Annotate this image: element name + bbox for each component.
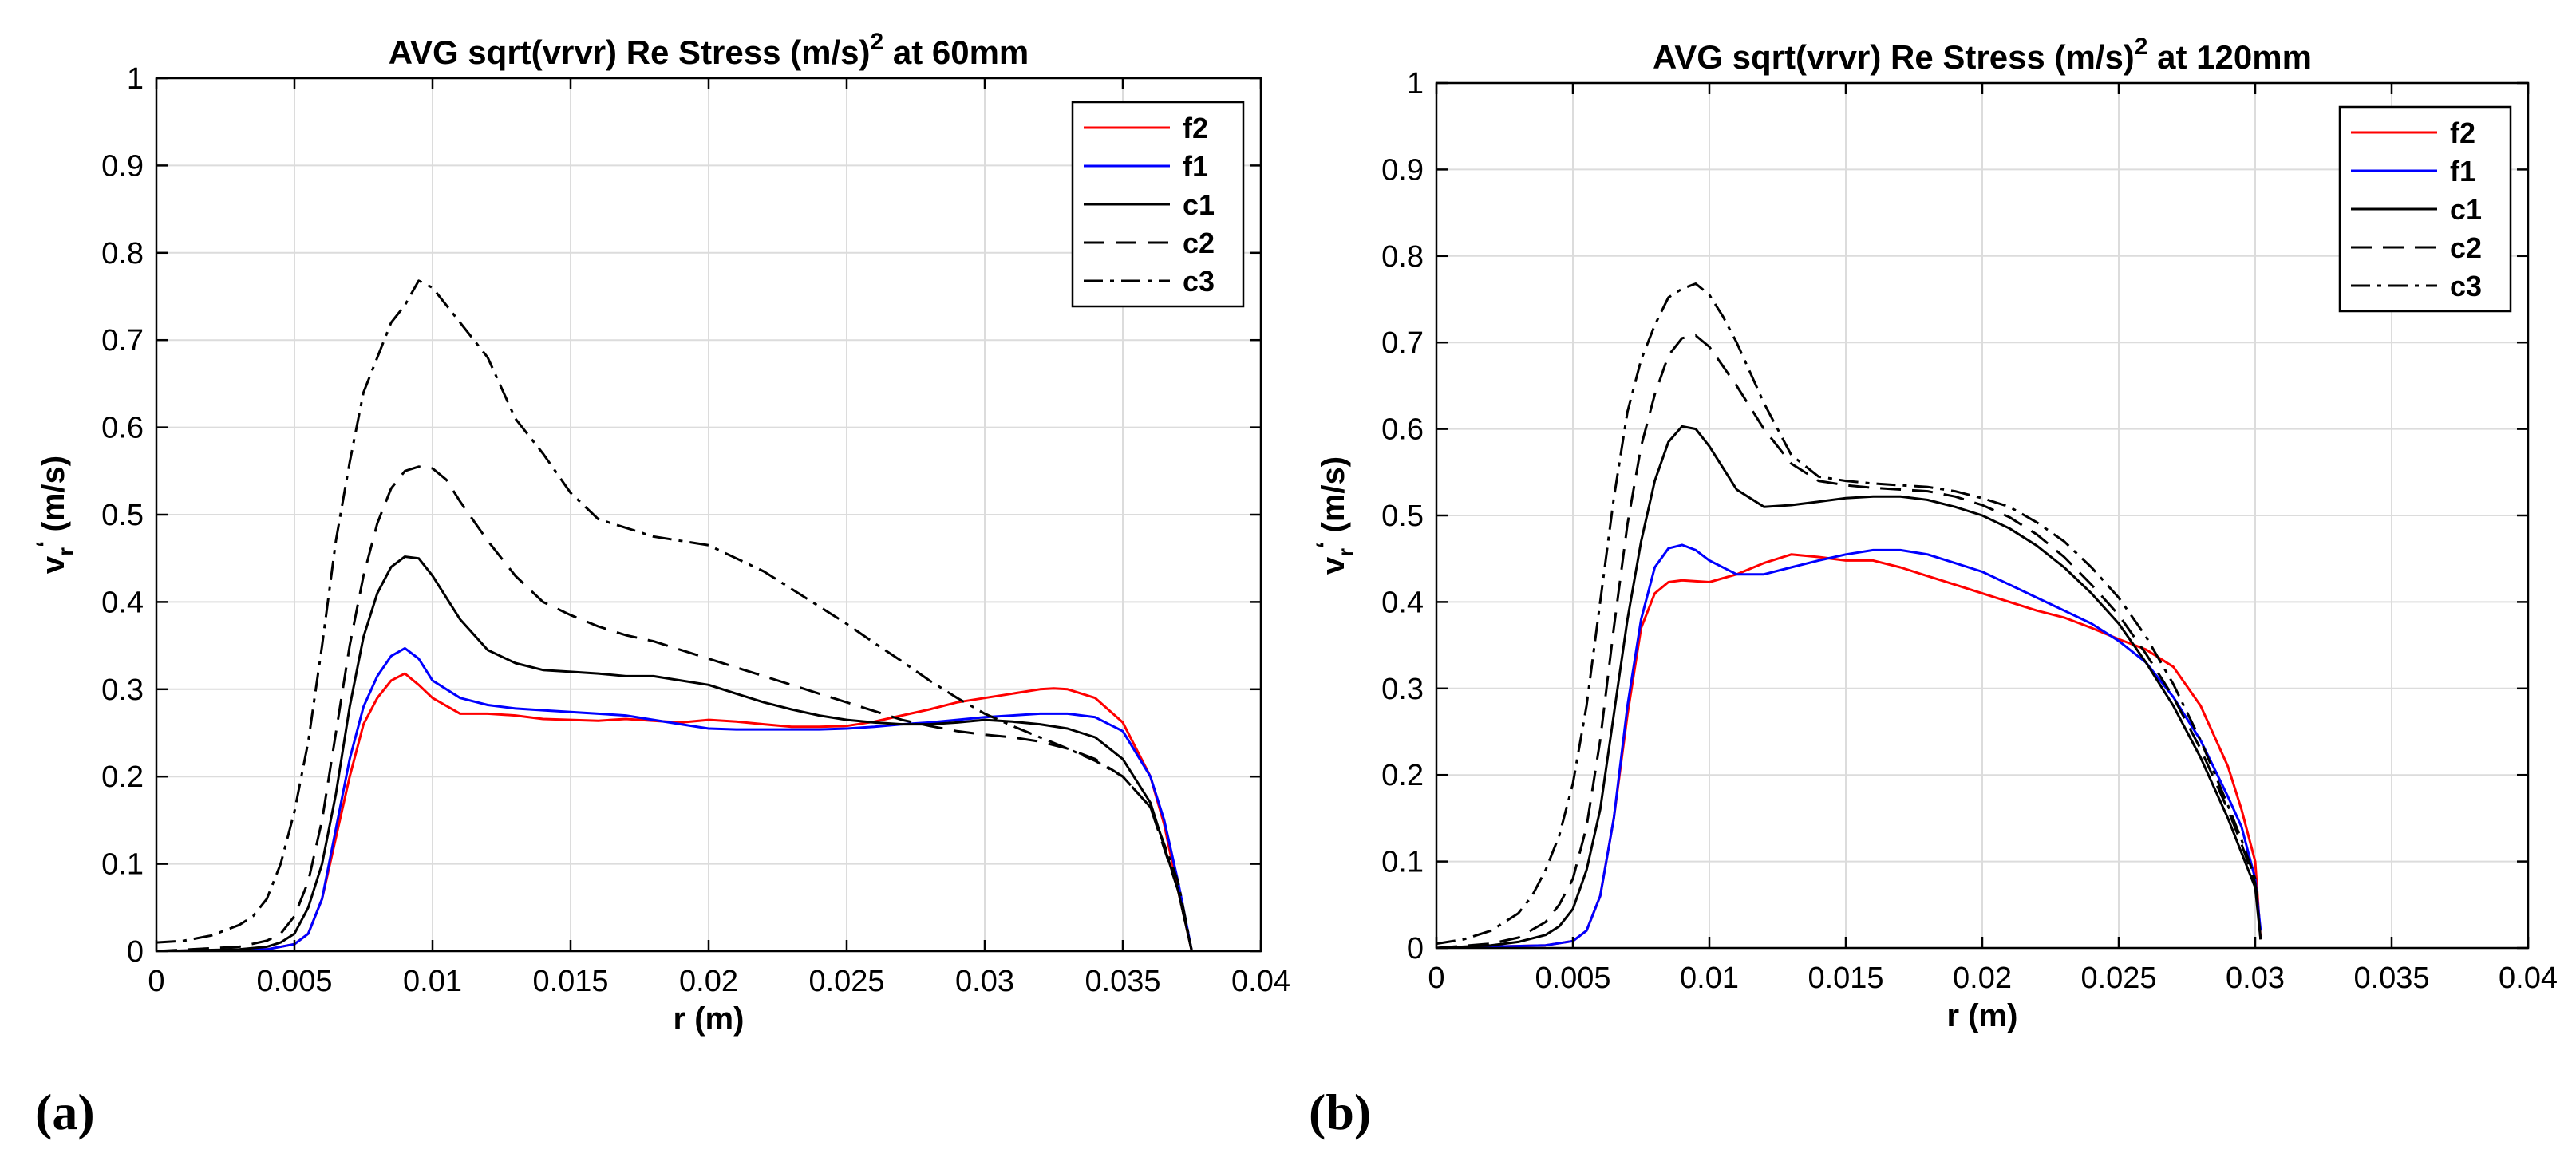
y-tick-label: 0.4 [101, 586, 144, 619]
y-tick-label: 0.9 [1381, 153, 1424, 187]
legend-label-c3: c3 [2450, 270, 2482, 302]
x-tick-label: 0.04 [2499, 962, 2558, 995]
series-group [1436, 282, 2262, 948]
legend-label-c2: c2 [1183, 227, 1215, 259]
legend-label-c2: c2 [2450, 231, 2482, 264]
series-line-f2 [156, 672, 1193, 951]
legend-label-f2: f2 [2450, 116, 2475, 149]
y-axis-label-units: (m/s) [36, 456, 71, 541]
chart-panel-a: 0 0.005 0.01 0.015 0.02 0.025 0.03 0.035 0.04 0 0.… [32, 29, 1290, 1037]
y-tick-label: 0.9 [101, 149, 144, 183]
chart-title-main: AVG sqrt(vrvr) Re Stress (m/s) [1653, 38, 2135, 76]
legend-label-c3: c3 [1183, 265, 1215, 298]
y-tick-label: 0 [127, 935, 144, 969]
x-tick-label: 0.035 [2353, 962, 2429, 995]
x-tick-label: 0.005 [1535, 962, 1610, 995]
x-tick-label: 0.01 [403, 965, 462, 998]
y-tick-label: 1 [1407, 67, 1424, 101]
legend-label-f1: f1 [1183, 150, 1208, 183]
y-axis-label-prime: ‘ [1312, 542, 1338, 548]
y-axis-label-prime: ‘ [32, 541, 58, 547]
chart-title-superscript: 2 [870, 29, 883, 55]
x-tick-label: 0.035 [1085, 965, 1160, 998]
series-line-f1 [156, 646, 1193, 951]
y-tick-label: 1 [127, 62, 144, 96]
y-tick-label: 0.7 [101, 324, 144, 357]
series-group [156, 279, 1193, 951]
x-tick-label: 0.025 [2080, 962, 2156, 995]
y-tick-label: 0.6 [101, 412, 144, 445]
legend-label-c1: c1 [1183, 188, 1215, 221]
chart-title-suffix: at 60mm [883, 34, 1029, 71]
series-line-c2 [156, 465, 1193, 951]
y-tick-label: 0.1 [1381, 846, 1424, 879]
x-tick-label: 0 [1428, 962, 1444, 995]
y-tick-label: 0.8 [1381, 240, 1424, 274]
y-tick-label: 0.7 [1381, 326, 1424, 360]
y-tick-label: 0.3 [1381, 673, 1424, 706]
y-tick-label: 0.5 [101, 499, 144, 532]
y-tick-label: 0.2 [101, 760, 144, 794]
x-tick-label: 0.025 [808, 965, 884, 998]
panel-label: (b) [1309, 1084, 1371, 1140]
y-tick-label: 0.3 [101, 673, 144, 707]
x-tick-label: 0.02 [679, 965, 738, 998]
y-axis-label-subscript: r [1333, 548, 1358, 557]
y-axis-label-subscript: r [53, 547, 78, 556]
y-tick-label: 0.5 [1381, 500, 1424, 533]
series-line-f1 [1436, 543, 2262, 948]
chart-title-superscript: 2 [2135, 34, 2148, 60]
x-axis-label: r (m) [1947, 998, 2018, 1033]
y-tick-label: 0 [1407, 932, 1424, 966]
x-tick-label: 0.005 [256, 965, 332, 998]
y-axis-label: vr‘ (m/s) [32, 456, 78, 574]
chart-panel-b: 0 0.005 0.01 0.015 0.02 0.025 0.03 0.035 0.04 0 0.… [1312, 34, 2558, 1033]
x-tick-label: 0.03 [955, 965, 1014, 998]
x-tick-label: 0.04 [1231, 965, 1290, 998]
y-tick-label: 0.4 [1381, 586, 1424, 619]
y-tick-label: 0.8 [101, 237, 144, 271]
y-axis-label-units: (m/s) [1316, 456, 1351, 542]
legend-label-f1: f1 [2450, 155, 2475, 188]
x-tick-label: 0.015 [1808, 962, 1883, 995]
y-tick-label: 0.6 [1381, 413, 1424, 447]
legend: f2 f1 c1 c2 c3 [1071, 101, 1245, 308]
chart-title-main: AVG sqrt(vrvr) Re Stress (m/s) [389, 34, 871, 71]
x-tick-label: 0.02 [1953, 962, 2012, 995]
chart-title: AVG sqrt(vrvr) Re Stress (m/s)2 at 60mm [389, 29, 1029, 71]
x-tick-label: 0.03 [2226, 962, 2285, 995]
y-tick-label: 0.2 [1381, 759, 1424, 792]
legend: f2 f1 c1 c2 c3 [2338, 105, 2512, 313]
x-axis-label: r (m) [674, 1001, 745, 1037]
panel-label: (a) [35, 1084, 95, 1140]
x-tick-label: 0 [148, 965, 164, 998]
series-line-c1 [156, 555, 1193, 951]
y-axis-label-main: v [1316, 556, 1351, 575]
chart-title: AVG sqrt(vrvr) Re Stress (m/s)2 at 120mm [1653, 34, 2312, 76]
legend-label-c1: c1 [2450, 193, 2482, 226]
chart-title-suffix: at 120mm [2147, 38, 2311, 76]
x-tick-label: 0.015 [532, 965, 608, 998]
series-line-c1 [1436, 425, 2262, 948]
y-axis-label-main: v [36, 555, 71, 574]
y-tick-label: 0.1 [101, 848, 144, 882]
y-axis-label: vr‘ (m/s) [1312, 456, 1358, 575]
series-line-c2 [1436, 334, 2262, 948]
x-tick-label: 0.01 [1680, 962, 1739, 995]
legend-label-f2: f2 [1183, 112, 1208, 144]
